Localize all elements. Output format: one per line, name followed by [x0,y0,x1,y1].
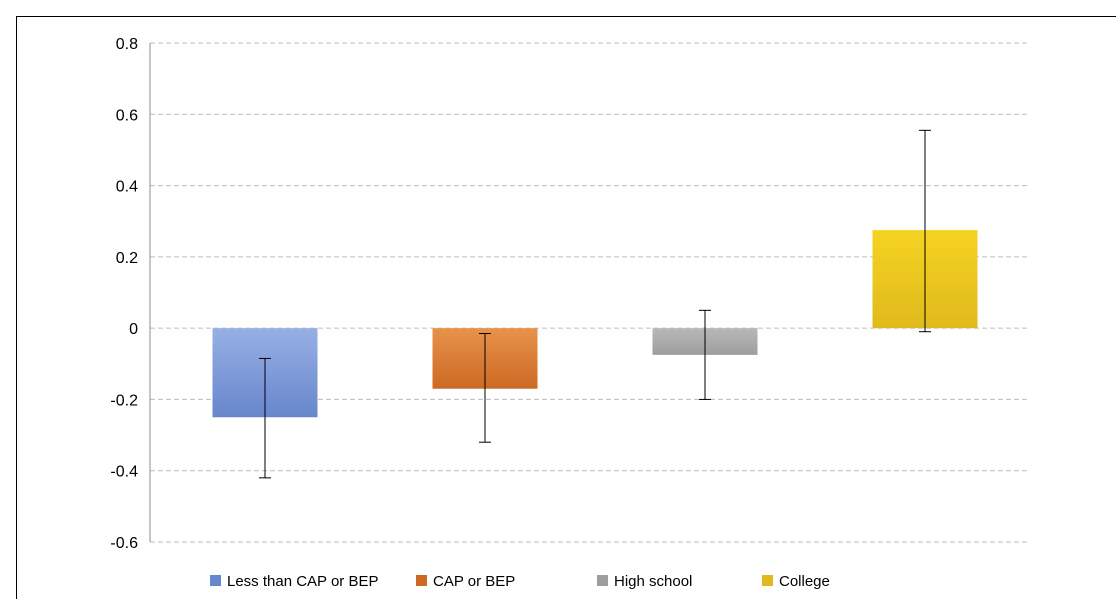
y-tick-label: -0.4 [110,464,138,481]
legend-label: College [779,573,830,590]
legend-label: CAP or BEP [433,573,515,590]
legend-label: High school [614,573,692,590]
legend-item: College [762,573,830,590]
y-tick-label: 0.6 [116,107,138,124]
legend-swatch [762,575,773,586]
y-tick-label: 0.4 [116,179,138,196]
y-tick-label: -0.2 [110,392,138,409]
y-tick-label: 0 [129,321,138,338]
legend-swatch [416,575,427,586]
bars [212,230,978,418]
error-bar [479,332,491,443]
legend-label: Less than CAP or BEP [227,573,378,590]
legend-swatch [597,575,608,586]
y-axis: 0.8 0.6 0.4 0.2 0 -0.2 -0.4 -0.6 [110,36,151,552]
error-bar [699,309,711,400]
legend-swatch [210,575,221,586]
error-bar [919,129,931,333]
y-tick-label: 0.2 [116,250,138,267]
error-bar [259,357,271,479]
legend-item: Less than CAP or BEP [210,573,378,590]
legend-item: High school [597,573,692,590]
y-tick-label: -0.6 [110,535,138,552]
y-tick-label: 0.8 [116,36,138,53]
error-bars [259,129,931,479]
legend: Less than CAP or BEP CAP or BEP High schoo… [210,573,830,590]
legend-item: CAP or BEP [416,573,515,590]
